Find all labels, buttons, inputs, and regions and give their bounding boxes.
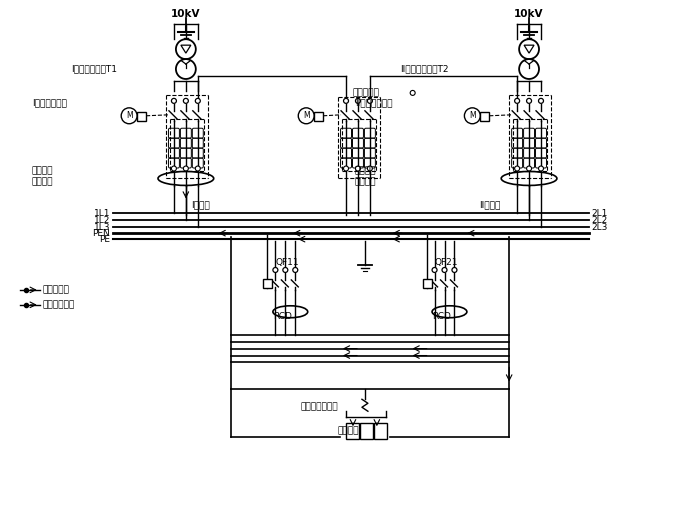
Circle shape: [356, 98, 360, 103]
Bar: [360, 423, 373, 439]
Text: M: M: [303, 111, 309, 120]
Text: RCD: RCD: [274, 312, 293, 321]
Circle shape: [519, 59, 539, 79]
Bar: [374, 423, 387, 439]
Circle shape: [514, 166, 519, 171]
Text: M: M: [126, 111, 132, 120]
Circle shape: [368, 98, 372, 103]
Text: II段进线断路器: II段进线断路器: [355, 98, 393, 107]
Text: 用电设备: 用电设备: [337, 427, 358, 436]
Circle shape: [410, 90, 415, 95]
Text: PE: PE: [99, 235, 111, 244]
Bar: [423, 279, 432, 288]
Circle shape: [298, 108, 314, 124]
Text: 1L2: 1L2: [94, 216, 111, 225]
Text: 2L2: 2L2: [592, 216, 608, 225]
Bar: [346, 423, 359, 439]
Text: M: M: [469, 111, 476, 120]
Circle shape: [526, 98, 531, 103]
Circle shape: [293, 268, 297, 272]
Text: II段电力变压器T2: II段电力变压器T2: [400, 64, 448, 73]
Circle shape: [514, 98, 519, 103]
Text: 1L1: 1L1: [94, 209, 111, 218]
Circle shape: [464, 108, 480, 124]
Bar: [314, 112, 323, 121]
Text: RCD: RCD: [433, 312, 452, 321]
Text: 接地故障电流: 接地故障电流: [43, 300, 75, 309]
Circle shape: [538, 98, 543, 103]
Circle shape: [172, 98, 176, 103]
Circle shape: [283, 268, 288, 272]
Bar: [263, 279, 272, 288]
Circle shape: [432, 268, 437, 272]
Circle shape: [121, 108, 137, 124]
Text: 10kV: 10kV: [514, 10, 544, 19]
Circle shape: [344, 98, 349, 103]
Text: 中性线电流: 中性线电流: [43, 285, 69, 294]
Text: 母联断路器: 母联断路器: [353, 88, 380, 97]
Circle shape: [442, 268, 447, 272]
Text: PEN: PEN: [92, 229, 111, 238]
Text: I段母线: I段母线: [191, 201, 209, 210]
Text: 10kV: 10kV: [171, 10, 201, 19]
Text: QF21: QF21: [435, 257, 458, 267]
Circle shape: [195, 98, 200, 103]
Text: 1L3: 1L3: [94, 223, 111, 232]
Circle shape: [183, 98, 188, 103]
Circle shape: [538, 166, 543, 171]
Circle shape: [195, 166, 200, 171]
Text: 单相接地故障点: 单相接地故障点: [300, 403, 338, 412]
Circle shape: [452, 268, 457, 272]
Text: II段母线: II段母线: [480, 201, 500, 210]
Text: I段电力变压器T1: I段电力变压器T1: [71, 64, 118, 73]
Circle shape: [176, 39, 196, 59]
Circle shape: [183, 166, 188, 171]
Circle shape: [356, 166, 360, 171]
Text: 2L1: 2L1: [592, 209, 608, 218]
Text: 接地故障
电流检测: 接地故障 电流检测: [32, 167, 53, 186]
Text: QF11: QF11: [275, 257, 299, 267]
Bar: [480, 112, 489, 121]
Bar: [137, 112, 146, 121]
Circle shape: [519, 39, 539, 59]
Circle shape: [526, 166, 531, 171]
Circle shape: [172, 166, 176, 171]
Text: I段进线断路器: I段进线断路器: [32, 98, 66, 107]
Text: 接地故障
电流检测: 接地故障 电流检测: [355, 167, 377, 186]
Text: 2L3: 2L3: [592, 223, 608, 232]
Circle shape: [273, 268, 278, 272]
Circle shape: [344, 166, 349, 171]
Circle shape: [368, 166, 372, 171]
Circle shape: [176, 59, 196, 79]
